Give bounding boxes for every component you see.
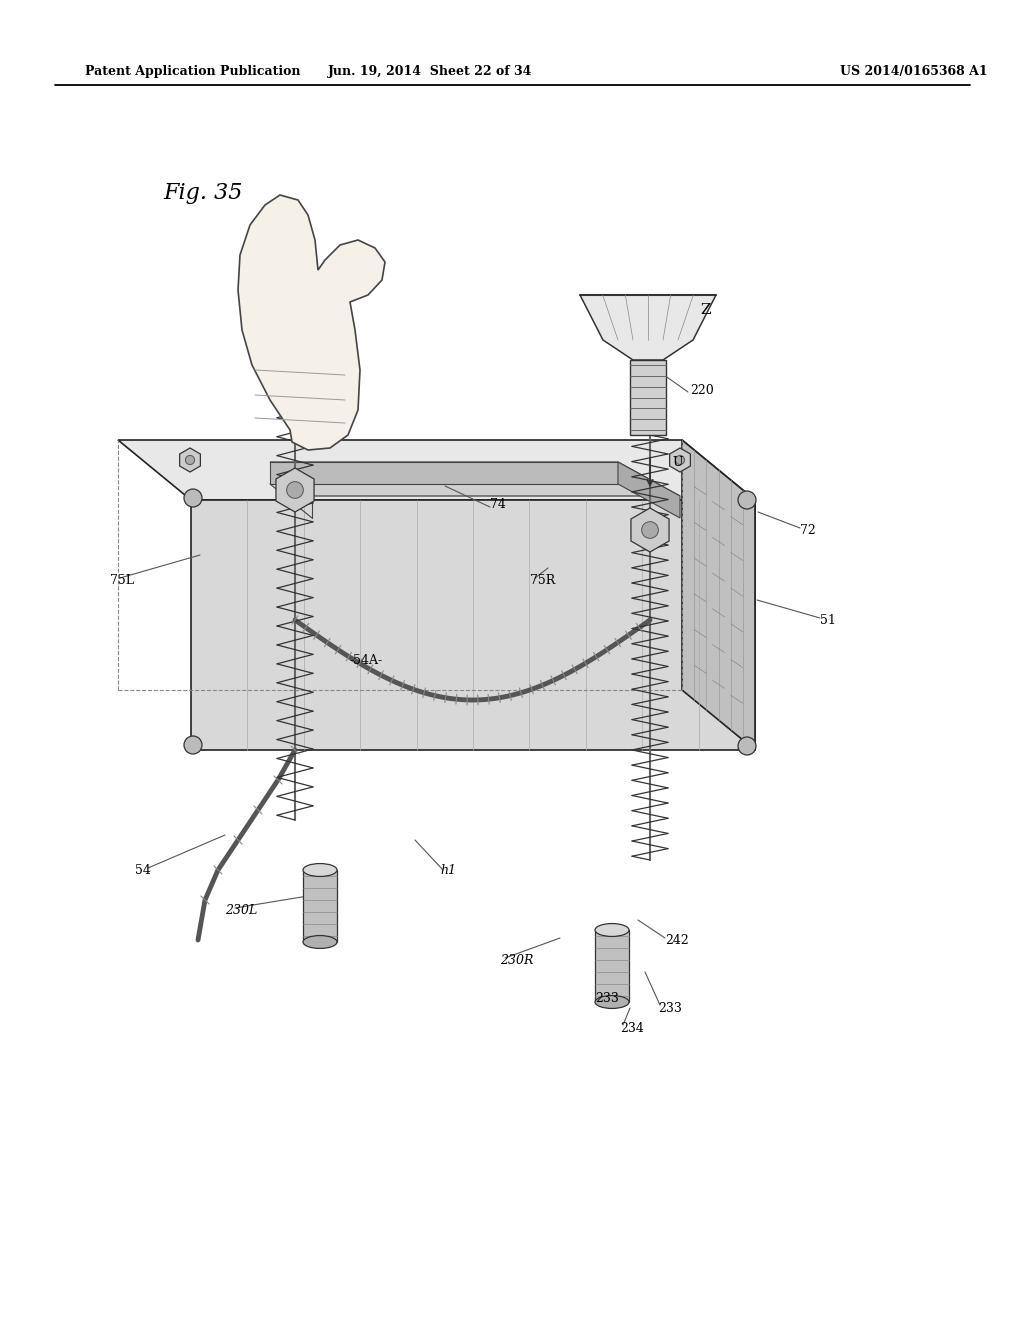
Polygon shape bbox=[670, 447, 690, 473]
Text: h1: h1 bbox=[440, 863, 456, 876]
Polygon shape bbox=[118, 440, 755, 500]
Circle shape bbox=[287, 482, 303, 499]
Text: Jun. 19, 2014  Sheet 22 of 34: Jun. 19, 2014 Sheet 22 of 34 bbox=[328, 66, 532, 78]
Circle shape bbox=[185, 455, 195, 465]
Text: Patent Application Publication: Patent Application Publication bbox=[85, 66, 300, 78]
Text: 234: 234 bbox=[620, 1022, 644, 1035]
Text: 75R: 75R bbox=[530, 573, 555, 586]
Polygon shape bbox=[191, 500, 755, 750]
Text: 75L: 75L bbox=[110, 573, 134, 586]
Text: 242: 242 bbox=[665, 933, 689, 946]
Polygon shape bbox=[270, 462, 618, 484]
Circle shape bbox=[642, 521, 658, 539]
Text: 233: 233 bbox=[658, 1002, 682, 1015]
Polygon shape bbox=[631, 508, 669, 552]
Polygon shape bbox=[270, 462, 680, 496]
Text: 54: 54 bbox=[135, 863, 151, 876]
Polygon shape bbox=[179, 447, 201, 473]
Text: 220: 220 bbox=[690, 384, 714, 396]
Text: US 2014/0165368 A1: US 2014/0165368 A1 bbox=[840, 66, 987, 78]
Polygon shape bbox=[630, 360, 666, 436]
Polygon shape bbox=[303, 870, 337, 942]
Text: Z: Z bbox=[700, 304, 711, 317]
Circle shape bbox=[738, 491, 756, 510]
Text: U: U bbox=[672, 455, 683, 469]
Text: -54A-: -54A- bbox=[350, 653, 383, 667]
Text: 74: 74 bbox=[490, 499, 506, 511]
Text: 72: 72 bbox=[800, 524, 816, 536]
Ellipse shape bbox=[303, 936, 337, 949]
Polygon shape bbox=[238, 195, 385, 450]
Text: Fig. 35: Fig. 35 bbox=[163, 182, 243, 205]
Polygon shape bbox=[682, 440, 755, 750]
Circle shape bbox=[184, 737, 202, 754]
Text: 51: 51 bbox=[820, 614, 836, 627]
Ellipse shape bbox=[595, 924, 629, 936]
Ellipse shape bbox=[595, 995, 629, 1008]
Text: 230L: 230L bbox=[225, 903, 257, 916]
Polygon shape bbox=[275, 469, 314, 512]
Circle shape bbox=[184, 488, 202, 507]
Circle shape bbox=[676, 455, 685, 465]
Circle shape bbox=[738, 737, 756, 755]
Polygon shape bbox=[618, 462, 680, 517]
Polygon shape bbox=[595, 931, 629, 1002]
Polygon shape bbox=[580, 294, 716, 360]
Text: 233: 233 bbox=[595, 991, 618, 1005]
Ellipse shape bbox=[303, 863, 337, 876]
Text: 230R: 230R bbox=[500, 953, 534, 966]
